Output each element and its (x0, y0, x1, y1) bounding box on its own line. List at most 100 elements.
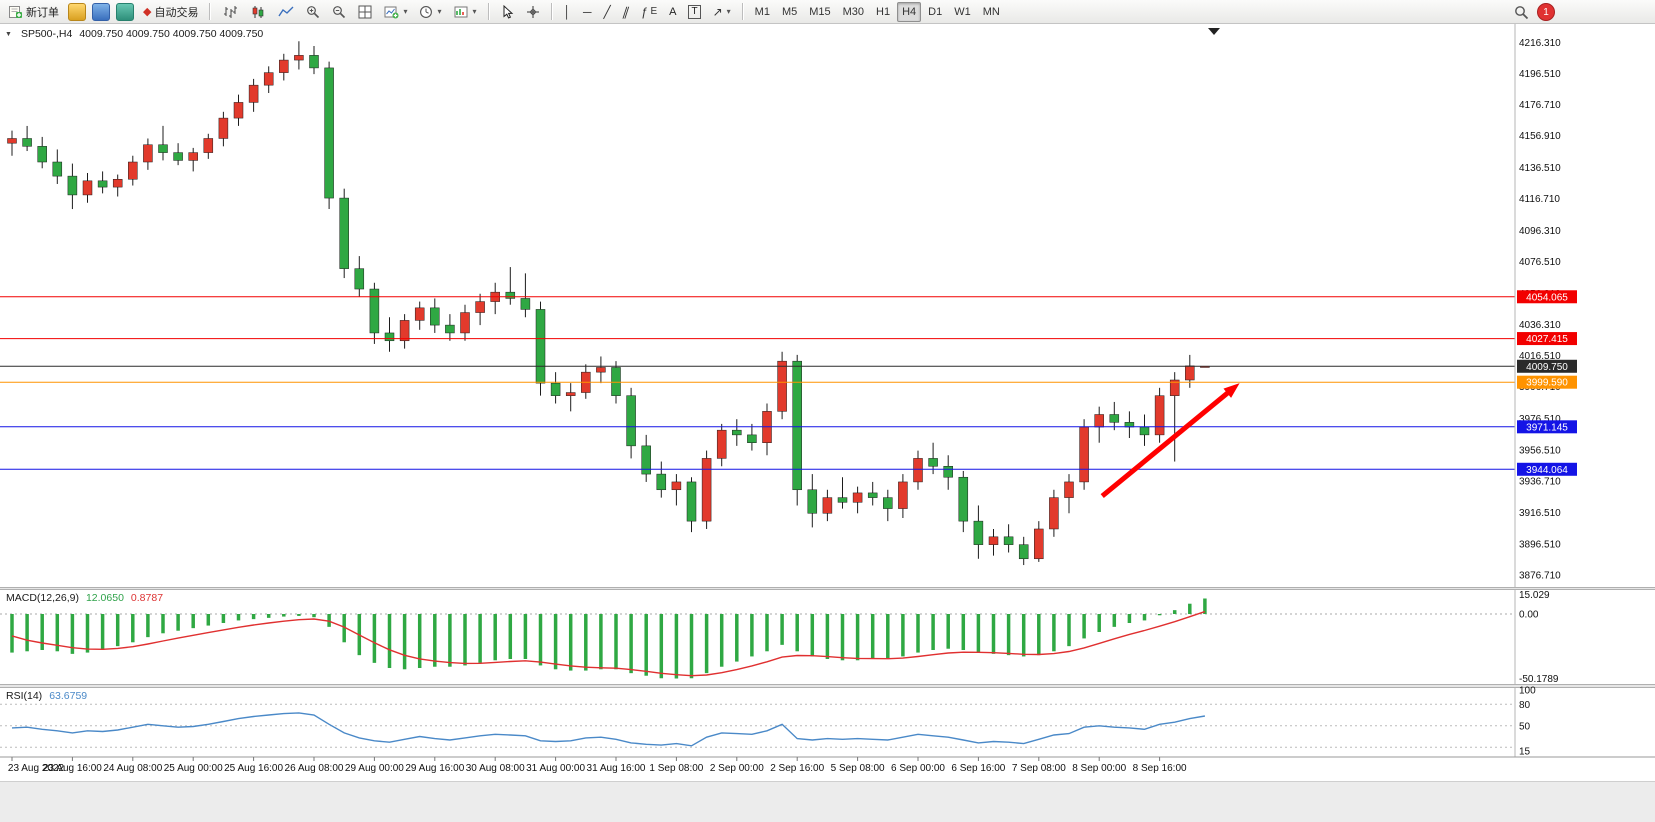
timeframe-m30-button[interactable]: M30 (838, 2, 869, 22)
time-axis-label: 7 Sep 08:00 (1012, 763, 1066, 774)
time-axis-label: 1 Sep 08:00 (649, 763, 703, 774)
price-axis-label: 4116.710 (1519, 194, 1560, 205)
new-chart-icon (384, 6, 399, 18)
indicators-button[interactable]: ▾ (449, 2, 482, 22)
channel-button[interactable]: ∥ (618, 2, 634, 22)
time-axis-label: 2 Sep 16:00 (770, 763, 824, 774)
chart-canvas[interactable]: 4216.310 4196.510 4176.710 4156.910 4136.510… (0, 24, 1655, 821)
price-axis-label: 3936.710 (1519, 476, 1561, 487)
price-tag-4009.750: 4009.750 (1517, 359, 1577, 373)
timeframe-h4-button[interactable]: H4 (897, 1, 922, 22)
arrows-tool-icon: ↗ (712, 4, 723, 19)
rsi-scale-label: 80 (1519, 700, 1531, 711)
profiles-button[interactable]: ▾ (414, 2, 446, 22)
toolbar-separator (487, 3, 490, 20)
notification-badge[interactable]: 1 (1537, 3, 1555, 21)
price-axis-label: 4016.510 (1519, 351, 1561, 362)
clock-icon (420, 5, 433, 18)
timeframe-m1-button[interactable]: M1 (750, 2, 775, 22)
price-axis-label: 3896.510 (1519, 539, 1561, 550)
trendline-button[interactable]: ╱ (599, 2, 616, 22)
search-icon[interactable] (1514, 5, 1529, 20)
text-tool-button[interactable]: A (664, 2, 681, 22)
time-axis-label: 8 Sep 16:00 (1133, 763, 1187, 774)
time-axis-label: 31 Aug 00:00 (526, 763, 585, 774)
objects-dropdown-icon[interactable]: ▼ (5, 30, 12, 38)
new-order-button[interactable]: 新订单 (3, 2, 64, 22)
line-chart-button[interactable] (273, 2, 299, 22)
macd-histogram (10, 598, 1207, 679)
chevron-down-icon: ▾ (403, 7, 408, 16)
timeframe-m5-button[interactable]: M5 (777, 2, 802, 22)
ohlc-values: 4009.750 4009.750 4009.750 4009.750 (79, 28, 264, 40)
svg-text:3971.145: 3971.145 (1526, 422, 1568, 433)
community-icon[interactable] (92, 2, 110, 21)
new-chart-button[interactable]: ▾ (379, 2, 412, 22)
autotrading-label: 自动交易 (154, 6, 199, 19)
price-tag-3999.590: 3999.590 (1517, 375, 1577, 389)
toolbar-separator (209, 3, 212, 20)
label-tool-button[interactable]: T (683, 2, 705, 22)
timeframe-h1-button[interactable]: H1 (871, 2, 895, 22)
macd-main-value: 12.0650 (85, 592, 124, 604)
chevron-down-icon: ▾ (472, 7, 477, 16)
crosshair-button[interactable] (521, 2, 545, 22)
macd-signal-line (11, 610, 1206, 677)
rsi-label: RSI(14) 63.6759 (6, 690, 87, 702)
cursor-icon (503, 4, 513, 19)
bar-chart-button[interactable] (217, 2, 243, 22)
zoom-in-button[interactable] (301, 2, 325, 22)
rsi-scale-label: 50 (1519, 721, 1531, 732)
time-axis-label: 25 Aug 16:00 (224, 763, 283, 774)
channel-icon: ∥ (620, 4, 632, 19)
time-axis-label: 30 Aug 08:00 (466, 763, 525, 774)
macd-signal-value: 0.8787 (130, 592, 164, 604)
price-tag-4054.065: 4054.065 (1517, 290, 1577, 304)
price-axis-label: 4036.310 (1519, 320, 1561, 331)
autotrading-icon: ◆ (143, 6, 152, 18)
horizontal-line-icon: ─ (583, 4, 592, 19)
trend-arrow[interactable] (1100, 383, 1240, 498)
text-tool-label: A (669, 5, 677, 18)
timeframe-mn-button[interactable]: MN (978, 2, 1005, 22)
rsi-value: 63.6759 (49, 690, 88, 702)
price-axis-label: 3976.510 (1519, 414, 1561, 425)
time-axis-label: 2 Sep 00:00 (710, 763, 764, 774)
time-axis-label: 5 Sep 08:00 (831, 763, 885, 774)
svg-text:4027.415: 4027.415 (1526, 334, 1568, 345)
market-icon[interactable] (116, 2, 134, 21)
time-axis-label: 6 Sep 00:00 (891, 763, 945, 774)
vertical-line-button[interactable]: │ (559, 2, 577, 22)
hosting-icon[interactable] (68, 2, 86, 21)
time-axis-label: 31 Aug 16:00 (587, 763, 646, 774)
timeframe-d1-button[interactable]: D1 (923, 2, 947, 22)
time-axis-label: 8 Sep 00:00 (1072, 763, 1126, 774)
zoom-out-button[interactable] (327, 2, 351, 22)
candlestick-chart-icon (253, 5, 264, 18)
cursor-button[interactable] (496, 2, 519, 22)
rsi-scale-label: 100 (1519, 686, 1536, 697)
candlestick-chart-button[interactable] (245, 2, 271, 22)
tile-windows-icon (358, 5, 372, 18)
fibonacci-icon: ƒ (640, 4, 648, 19)
timeframe-m15-button[interactable]: M15 (804, 2, 835, 22)
window-bottom-strip (0, 781, 1655, 822)
scroll-end-marker[interactable] (1208, 28, 1220, 35)
line-chart-icon (278, 6, 294, 16)
price-axis-label: 4076.510 (1519, 257, 1561, 268)
autotrading-button[interactable]: ◆ 自动交易 (138, 2, 203, 22)
vertical-line-icon: │ (563, 4, 572, 19)
time-axis-label: 6 Sep 16:00 (951, 763, 1005, 774)
rsi-line (11, 712, 1206, 747)
time-axis-label: 23 Aug 16:00 (43, 763, 102, 774)
tile-windows-button[interactable] (353, 2, 377, 22)
price-axis-label: 4156.910 (1519, 131, 1561, 142)
bar-chart-icon (224, 5, 238, 18)
arrows-tool-button[interactable]: ↗ ▾ (708, 2, 736, 22)
svg-text:3999.590: 3999.590 (1526, 378, 1568, 389)
toolbar-separator (550, 3, 553, 20)
indicators-icon (454, 6, 467, 17)
horizontal-line-button[interactable]: ─ (578, 2, 597, 22)
timeframe-w1-button[interactable]: W1 (949, 2, 976, 22)
